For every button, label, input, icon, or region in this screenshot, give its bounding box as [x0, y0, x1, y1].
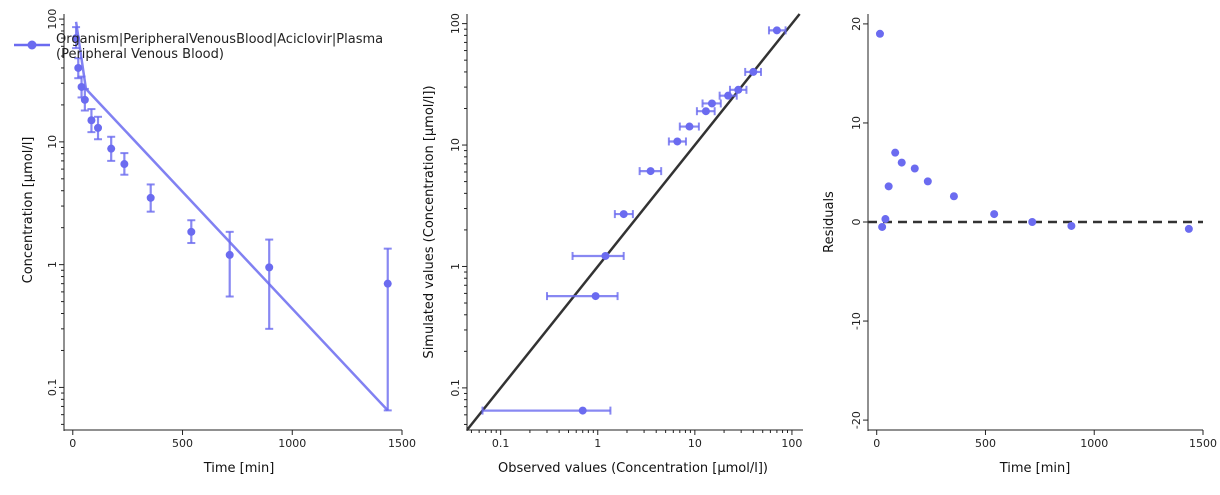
identity-line [466, 13, 801, 431]
observed-point [74, 63, 83, 72]
observed-point [225, 250, 234, 259]
residual-point [881, 215, 890, 224]
residual-point [875, 29, 884, 38]
time-profile-panel: 0 500 1000 1500 0.1 1 10 100 Time [min] Concent… [14, 9, 416, 476]
pvo-point [772, 26, 781, 35]
residuals-x-axis-title: Time [min] [999, 461, 1071, 476]
pvo-point [673, 137, 682, 146]
residuals-y-tick-label: -10 [850, 312, 863, 330]
residual-point [923, 177, 932, 186]
observed-point [265, 263, 274, 272]
residuals-panel: 0 500 1000 1500 -20 -10 0 10 20 Time [min] Resid… [822, 14, 1217, 476]
legend-label-line-1: Organism|PeripheralVenousBlood|Aciclovir… [56, 32, 383, 47]
residuals-x-tick-label: 500 [975, 437, 996, 450]
pvo-y-tick-label: 10 [449, 138, 462, 152]
observed-point [87, 116, 96, 125]
time-profile-x-tick-label: 500 [172, 437, 193, 450]
pvo-point [601, 251, 610, 260]
pvo-point [619, 210, 628, 219]
pvo-point [707, 99, 716, 108]
observed-point [94, 123, 103, 132]
pvo-point [685, 122, 694, 131]
pvo-x-tick-label: 10 [688, 437, 702, 450]
residuals-y-tick-label: -20 [850, 411, 863, 429]
pvo-y-tick-label: 100 [449, 13, 462, 34]
observed-point [80, 95, 89, 104]
observed-point [383, 279, 392, 288]
legend-label-line-2: (Peripheral Venous Blood) [56, 47, 224, 62]
residuals-x-tick-label: 1500 [1189, 437, 1217, 450]
residual-point [897, 158, 906, 167]
pvo-x-axis-title: Observed values (Concentration [µmol/l]) [498, 461, 768, 476]
pvo-point [578, 406, 587, 415]
residual-point [990, 210, 999, 219]
residual-point [891, 148, 900, 157]
residual-point [1067, 221, 1076, 230]
observed-point [120, 160, 129, 169]
residual-point [878, 222, 887, 231]
pvo-point [749, 67, 758, 76]
time-profile-x-tick-label: 1500 [388, 437, 416, 450]
residual-point [910, 164, 919, 173]
observed-point [107, 144, 116, 153]
residuals-x-tick-label: 1000 [1080, 437, 1108, 450]
time-profile-x-tick-label: 0 [69, 437, 76, 450]
pvo-y-axis-title: Simulated values (Concentration [µmol/l]… [422, 85, 437, 358]
time-profile-y-tick-label: 1 [46, 261, 59, 268]
pvo-y-tick-label: 0.1 [449, 379, 462, 397]
pvo-point [646, 167, 655, 176]
observed-point [72, 34, 81, 43]
pvo-point [591, 292, 600, 301]
residuals-y-axis-title: Residuals [822, 191, 837, 253]
residuals-y-tick-label: 0 [850, 219, 863, 226]
residual-point [1184, 224, 1193, 233]
time-profile-x-axis-title: Time [min] [203, 461, 275, 476]
residual-point [884, 182, 893, 191]
predicted-vs-observed-panel: 0.1 1 10 100 0.1 1 10 100 Observed values (Conc… [422, 13, 803, 476]
observed-point [187, 227, 196, 236]
legend-marker-swatch [27, 40, 37, 50]
residual-point [1028, 218, 1037, 226]
pvo-y-tick-label: 1 [449, 263, 462, 270]
simulated-line [74, 21, 389, 412]
time-profile-y-tick-label: 0.1 [46, 379, 59, 397]
residual-point [949, 192, 958, 201]
residuals-y-tick-label: 20 [850, 17, 863, 31]
pvo-x-tick-label: 1 [594, 437, 601, 450]
legend: Organism|PeripheralVenousBlood|Aciclovir… [14, 32, 383, 62]
pvo-x-tick-label: 100 [781, 437, 802, 450]
time-profile-x-tick-label: 1000 [278, 437, 306, 450]
residuals-x-tick-label: 0 [873, 437, 880, 450]
time-profile-y-tick-label: 10 [46, 135, 59, 149]
observed-point [146, 193, 155, 202]
time-profile-y-tick-label: 100 [46, 9, 59, 30]
pvo-point [701, 107, 710, 116]
pvo-point [734, 85, 743, 94]
time-profile-y-axis-title: Concentration [µmol/l] [21, 137, 36, 284]
pvo-x-tick-label: 0.1 [492, 437, 510, 450]
residuals-y-tick-label: 10 [850, 116, 863, 130]
